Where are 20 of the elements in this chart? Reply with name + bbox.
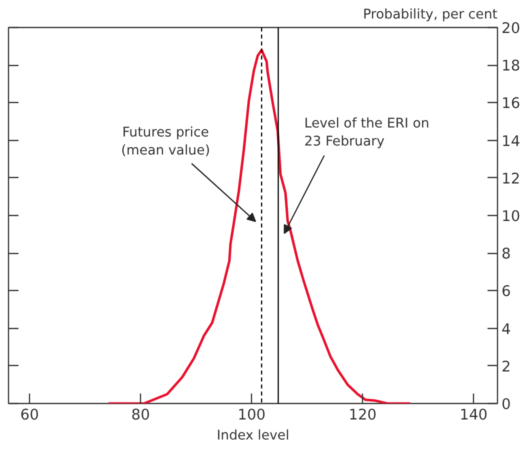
ref-line-label: Futures price (mean value) [121, 126, 210, 158]
x-axis-title: Index level [216, 428, 290, 444]
ref-line-label: Level of the ERI on 23 February [304, 116, 430, 150]
y-tick-label: 14 [502, 132, 520, 150]
x-tick-label: 100 [238, 406, 266, 424]
y-tick-label: 6 [502, 283, 511, 300]
x-tick-label: 120 [348, 406, 377, 424]
x-tick-label: 60 [20, 406, 39, 424]
x-tick-label: 80 [131, 406, 150, 424]
y-tick-label: 10 [502, 208, 520, 225]
y-tick-label: 8 [502, 246, 511, 263]
y-tick-label: 20 [502, 20, 520, 37]
y-tick-label: 4 [502, 320, 511, 338]
y-tick-label: 16 [502, 95, 520, 112]
y-tick-label: 12 [502, 170, 520, 188]
x-tick-label: 140 [460, 406, 488, 424]
y-tick-label: 2 [502, 358, 511, 376]
y-axis-title: Probability, per cent [362, 8, 498, 22]
y-tick-label: 0 [502, 396, 511, 413]
y-tick-label: 18 [502, 58, 520, 75]
